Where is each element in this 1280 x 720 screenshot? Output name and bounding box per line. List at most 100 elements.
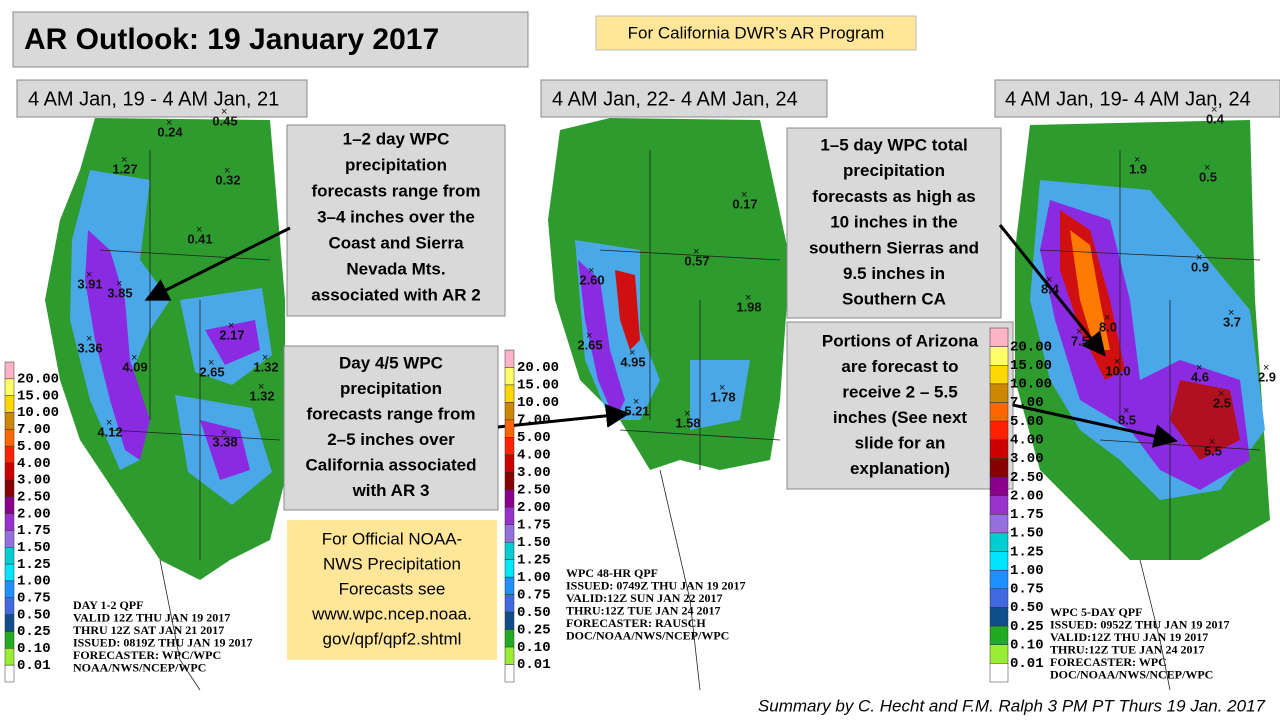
legend-label: 0.75: [17, 590, 51, 606]
legend-label: 10.00: [17, 405, 59, 421]
legend-label: 7.00: [17, 422, 51, 438]
callout-text: precipitation: [340, 379, 442, 398]
callout-text: Coast and Sierra: [328, 233, 464, 252]
legend-label: 4.00: [517, 448, 551, 464]
legend-label: 20.00: [517, 360, 559, 376]
map-x: ×: [1196, 252, 1202, 264]
map-x: ×: [86, 333, 92, 345]
legend-swatch: [4, 429, 15, 447]
legend-swatch: [989, 569, 1009, 590]
caption-line: VALID:12Z THU JAN 19 2017: [1050, 630, 1208, 644]
callout-text: California associated: [305, 455, 476, 474]
legend-swatch: [989, 514, 1009, 534]
legend-label: 0.25: [517, 622, 551, 638]
map-value: 2.60: [579, 272, 604, 287]
legend-swatch: [504, 524, 515, 543]
callout-text: precipitation: [345, 155, 447, 174]
caption-line: ISSUED: 0749Z THU JAN 19 2017: [566, 578, 745, 592]
map-value: 2.17: [219, 327, 244, 342]
map-x: ×: [208, 357, 214, 369]
map-value: 1.58: [675, 415, 700, 430]
legend-swatch: [989, 327, 1009, 347]
map-x: ×: [116, 278, 122, 290]
map-value: 5.5: [1204, 443, 1222, 458]
map-value: 0.4: [1206, 111, 1225, 126]
legend-swatch: [989, 588, 1009, 608]
legend-swatch: [504, 419, 515, 438]
legend-swatch: [504, 454, 515, 473]
period: 4 AM Jan, 19- 4 AM Jan, 24: [1005, 88, 1251, 110]
legend-swatch: [989, 365, 1009, 385]
legend-swatch: [504, 349, 515, 368]
legend-label: 0.25: [17, 624, 51, 640]
map-x: ×: [588, 265, 594, 277]
legend-swatch: [989, 439, 1009, 459]
map-value: 4.95: [620, 354, 645, 369]
map-x: ×: [258, 381, 264, 393]
map-value: 1.9: [1129, 161, 1147, 176]
caption-line: DOC/NOAA/NWS/NCEP/WPC: [1050, 667, 1213, 681]
legend-label: 0.75: [1010, 582, 1044, 598]
callout-text: 1–2 day WPC: [343, 129, 450, 148]
legend-swatch: [4, 547, 15, 565]
caption-line: FORECASTER: WPC: [1050, 655, 1167, 669]
map-value: 3.85: [107, 285, 132, 300]
legend-swatch: [4, 395, 15, 413]
callout-text: 9.5 inches in: [843, 264, 945, 283]
callout-text: are forecast to: [841, 357, 958, 376]
legend-label: 3.00: [517, 465, 551, 481]
legend-label: 0.50: [517, 605, 551, 621]
legend-swatch: [4, 445, 15, 464]
legend-swatch: [504, 384, 515, 403]
legend-swatch: [504, 541, 515, 560]
legend-swatch: [989, 458, 1009, 478]
legend-swatch: [4, 597, 15, 615]
legend-label: 3.00: [1010, 451, 1044, 467]
map-x: ×: [131, 352, 137, 364]
legend-swatch: [504, 594, 515, 613]
map-value: 10.0: [1105, 363, 1130, 378]
legend-swatch: [4, 462, 15, 481]
callout-text: southern Sierras and: [809, 238, 979, 257]
map-value: 4.6: [1191, 369, 1209, 384]
map-x: ×: [1134, 154, 1140, 166]
callout-text: 10 inches in the: [830, 213, 958, 232]
map-x: ×: [1104, 312, 1110, 324]
map-x: ×: [1211, 104, 1217, 116]
legend-swatch: [4, 479, 15, 497]
legend-swatch: [4, 580, 15, 599]
legend-label: 0.50: [17, 607, 51, 623]
map-x: ×: [1218, 388, 1224, 400]
legend-label: 3.00: [17, 473, 51, 489]
callout-text: receive 2 – 5.5: [842, 382, 957, 401]
footer: Summary by C. Hecht and F.M. Ralph 3 PM …: [758, 696, 1266, 715]
legend-label: 10.00: [517, 395, 559, 411]
caption-line: FORECASTER: WPC/WPC: [73, 648, 221, 662]
legend-label: 1.25: [17, 557, 51, 573]
legend-swatch: [4, 496, 15, 514]
caption-line: ISSUED: 0819Z THU JAN 19 2017: [73, 635, 252, 649]
legend-label: 0.01: [1010, 656, 1044, 672]
legend-label: 1.50: [1010, 526, 1044, 542]
map-value: 8.5: [1118, 412, 1136, 427]
legend-label: 0.10: [1010, 637, 1044, 653]
legend-label: 1.75: [517, 517, 551, 533]
legend-label: 2.00: [1010, 488, 1044, 504]
legend-label: 5.00: [1010, 414, 1044, 430]
map-value: 1.27: [112, 161, 137, 176]
map-x: ×: [1114, 356, 1120, 368]
callout-text: 2–5 inches over: [327, 430, 455, 449]
legend-swatch: [504, 646, 515, 665]
map-x: ×: [745, 292, 751, 304]
legend-swatch: [504, 472, 515, 491]
legend-swatch: [504, 489, 515, 508]
caption-line: WPC 5-DAY QPF: [1050, 605, 1142, 619]
title: AR Outlook: 19 January 2017: [24, 23, 439, 56]
legend-swatch: [4, 378, 15, 396]
map-value: 0.57: [684, 253, 709, 268]
legend-swatch: [989, 476, 1009, 496]
map-value: 1.78: [710, 389, 735, 404]
map-x: ×: [86, 269, 92, 281]
map-x: ×: [1204, 162, 1210, 174]
